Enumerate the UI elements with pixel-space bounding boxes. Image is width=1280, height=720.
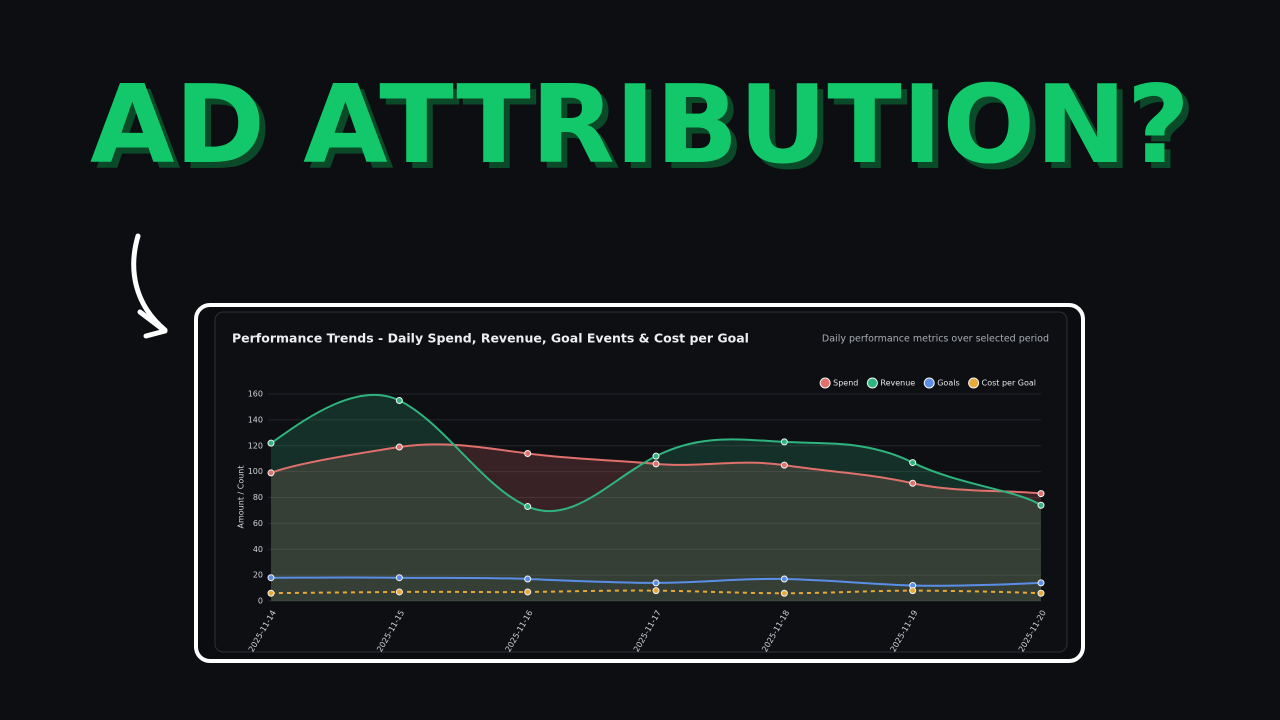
y-tick-label: 80	[253, 493, 263, 502]
point	[652, 587, 660, 595]
legend-label: Revenue	[880, 379, 915, 388]
area	[271, 444, 1041, 601]
legend-swatch	[866, 377, 878, 389]
y-axis-label: Amount / Count	[237, 466, 246, 529]
point	[267, 574, 275, 582]
point	[652, 579, 660, 587]
point	[780, 575, 788, 583]
headline: AD ATTRIBUTION?	[90, 63, 1190, 188]
legend-label: Spend	[833, 379, 858, 388]
y-tick-label: 160	[248, 390, 263, 399]
arrow-head	[137, 309, 168, 339]
point	[652, 460, 660, 468]
y-tick-label: 140	[248, 415, 263, 424]
y-tick-label: 0	[258, 597, 263, 606]
point	[909, 459, 917, 467]
point	[395, 396, 403, 404]
point	[780, 461, 788, 469]
y-tick-label: 20	[253, 571, 263, 580]
legend-swatch	[968, 377, 980, 389]
point	[1037, 589, 1045, 597]
y-tick-label: 60	[253, 519, 263, 528]
point	[395, 588, 403, 596]
legend-label: Goals	[937, 379, 959, 388]
area	[271, 394, 1041, 601]
legend-label: Cost per Goal	[982, 379, 1036, 388]
y-tick-label: 40	[253, 545, 263, 554]
y-tick-label: 120	[248, 441, 263, 450]
point	[395, 574, 403, 582]
point	[1037, 501, 1045, 509]
point	[524, 588, 532, 596]
point	[267, 439, 275, 447]
chart-subtitle: Daily performance metrics over selected …	[822, 334, 1049, 345]
point	[1037, 579, 1045, 587]
point	[524, 503, 532, 511]
headline-shadow: AD ATTRIBUTION?	[96, 69, 1196, 194]
point	[909, 587, 917, 595]
legend-swatch	[923, 377, 935, 389]
point	[780, 438, 788, 446]
point	[395, 443, 403, 451]
y-tick-label: 100	[248, 467, 263, 476]
point	[909, 479, 917, 487]
point	[524, 575, 532, 583]
chart-card	[214, 311, 1068, 653]
point	[652, 452, 660, 460]
legend-swatch	[819, 377, 831, 389]
chart-title: Performance Trends - Daily Spend, Revenu…	[232, 331, 749, 346]
point	[267, 469, 275, 477]
point	[1037, 490, 1045, 498]
point	[267, 589, 275, 597]
point	[780, 589, 788, 597]
point	[524, 450, 532, 458]
